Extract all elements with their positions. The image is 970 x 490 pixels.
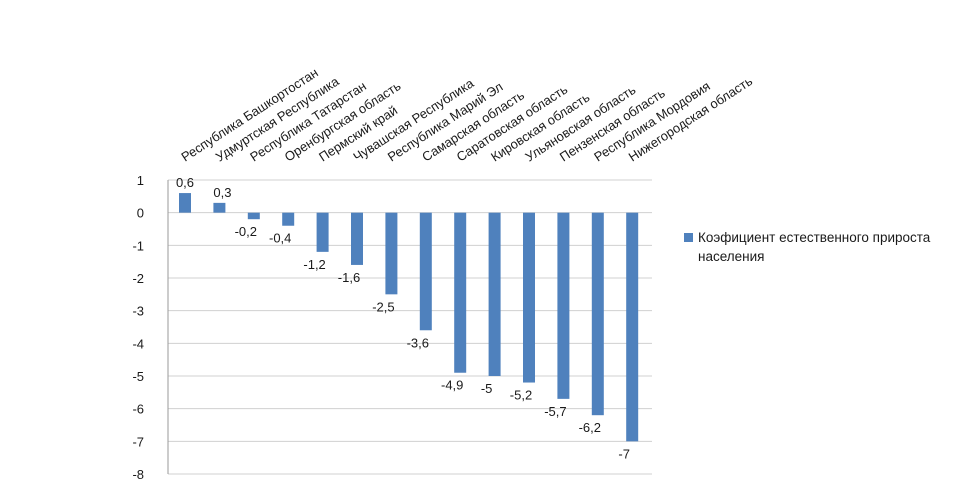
bar — [282, 212, 295, 226]
bar — [419, 212, 432, 331]
data-label: -1,2 — [303, 257, 325, 272]
y-tick-label: -2 — [132, 271, 144, 286]
y-tick-label: 1 — [137, 173, 144, 188]
bar — [213, 202, 226, 213]
data-label: -1,6 — [338, 270, 360, 285]
bar — [351, 212, 363, 265]
data-label: -0,2 — [235, 224, 257, 239]
legend-label: Коэфициент естественного прироста населе… — [698, 230, 931, 264]
bars — [179, 193, 639, 442]
y-tick-label: -1 — [132, 238, 144, 253]
bar — [385, 212, 398, 295]
bar — [179, 193, 191, 213]
bar — [488, 212, 501, 376]
data-label: -5,7 — [544, 404, 566, 419]
bar — [557, 212, 570, 399]
y-tick-label: -4 — [132, 336, 144, 351]
bar — [454, 212, 467, 373]
y-tick-label: -3 — [132, 304, 144, 319]
data-label: -7 — [618, 446, 630, 461]
y-tick-label: -6 — [132, 402, 144, 417]
bar — [626, 212, 639, 442]
data-label: -5,2 — [510, 388, 532, 403]
y-tick-label: 0 — [137, 206, 144, 221]
y-tick-label: -7 — [132, 434, 144, 449]
bar — [591, 212, 604, 416]
data-label: 0,3 — [213, 185, 231, 200]
y-tick-label: -8 — [132, 467, 144, 482]
data-label: -3,6 — [407, 335, 429, 350]
data-label: -4,9 — [441, 378, 463, 393]
data-label: 0,6 — [176, 175, 194, 190]
bar — [247, 212, 260, 220]
legend-swatch — [684, 233, 693, 242]
bar — [523, 212, 535, 383]
data-labels: 0,6 0,3 -0,2 -0,4 -1,2 -1,6 -2,5 -3,6 -4,9 -5 -5,2… — [176, 175, 630, 461]
data-label: -2,5 — [372, 299, 394, 314]
y-tick-label: -5 — [132, 369, 144, 384]
bar — [316, 212, 329, 252]
data-label: -6,2 — [579, 420, 601, 435]
data-label: -5 — [481, 381, 493, 396]
y-axis: 1 0 -1 -2 -3 -4 -5 -6 -7 -8 — [132, 173, 169, 482]
data-label: -0,4 — [269, 231, 291, 246]
